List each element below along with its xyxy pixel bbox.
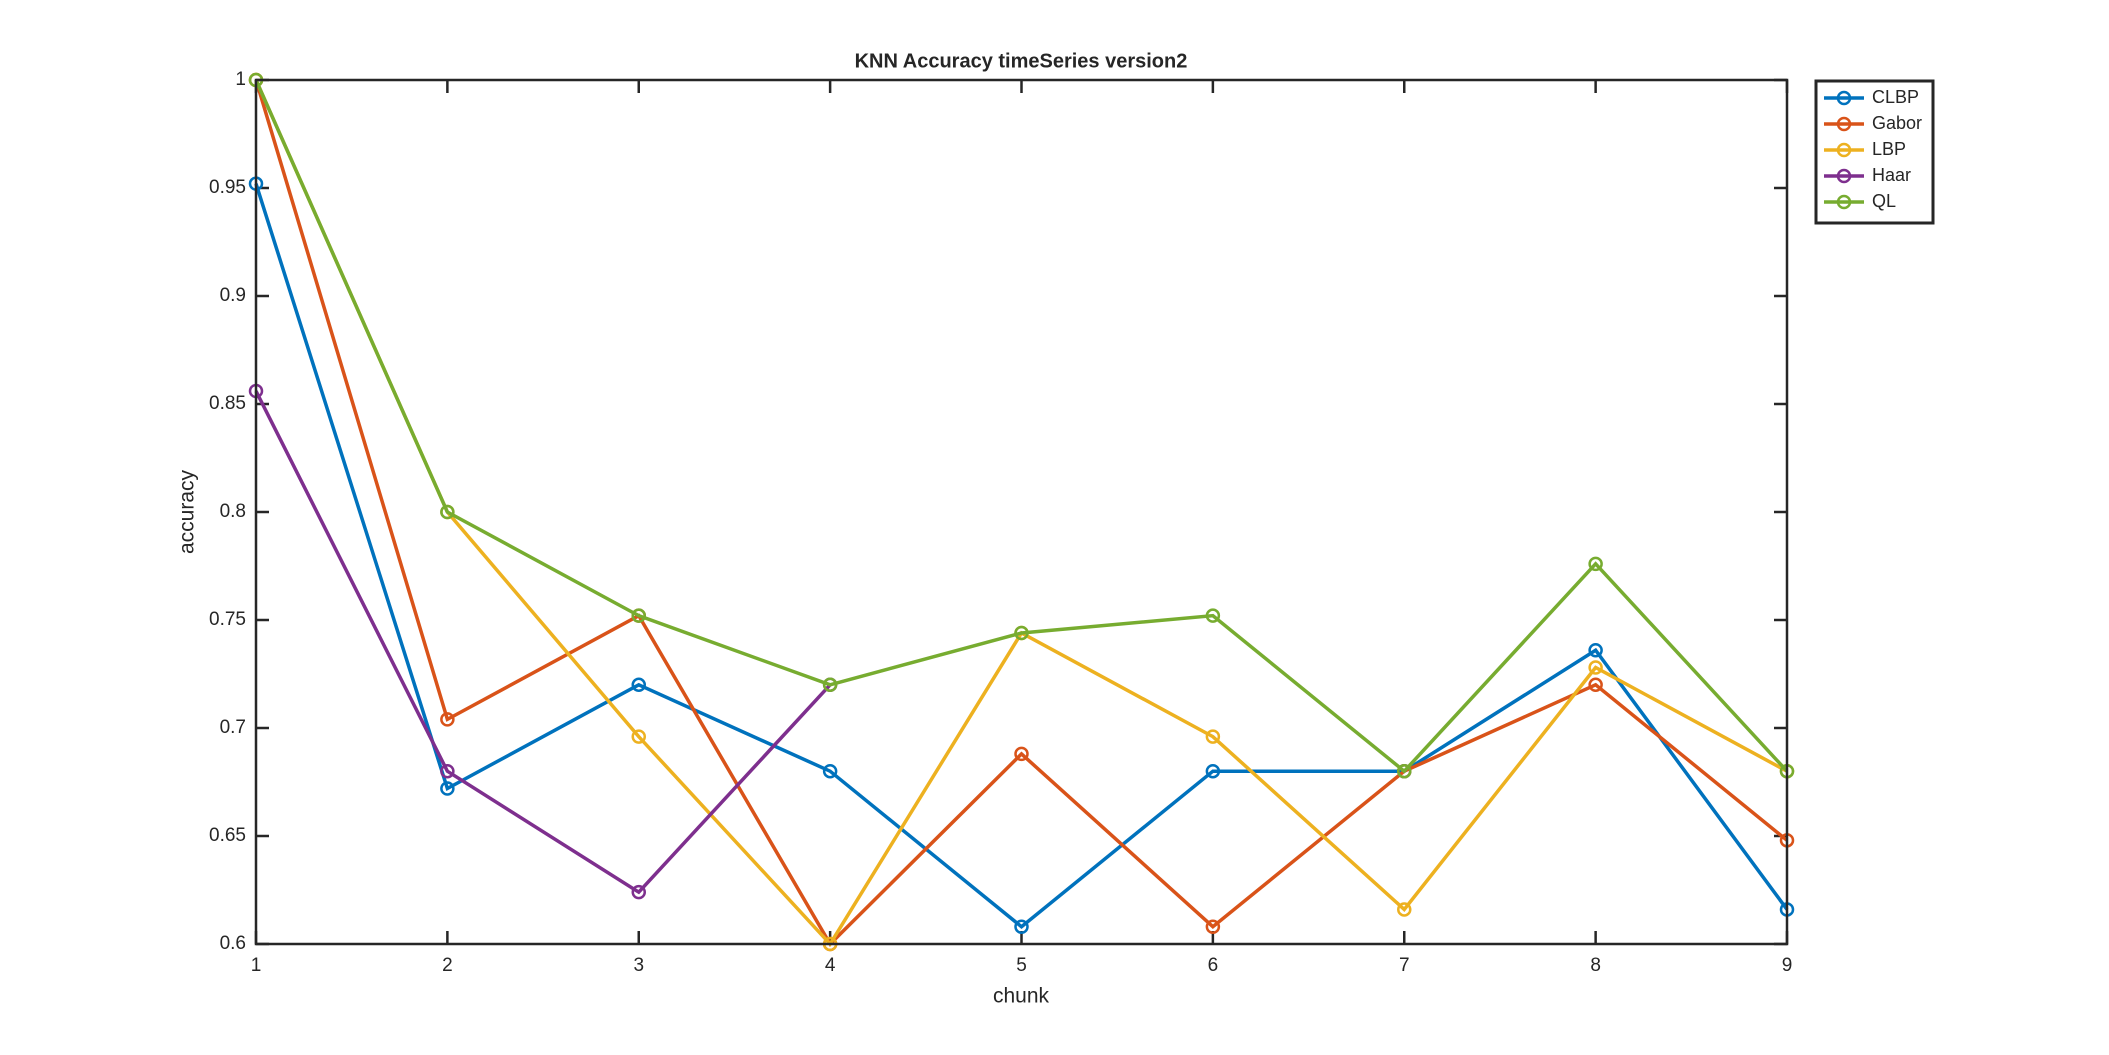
series-line bbox=[254, 79, 1789, 947]
series-marker bbox=[440, 763, 455, 779]
x-tick-label: 7 bbox=[1399, 955, 1410, 976]
series-marker bbox=[1397, 763, 1412, 779]
y-axis-label: accuracy bbox=[176, 469, 199, 554]
x-tick-label: 4 bbox=[825, 955, 836, 976]
plot-frame bbox=[254, 78, 1789, 946]
legend-marker bbox=[1836, 142, 1852, 158]
series-marker bbox=[1588, 677, 1603, 693]
series-marker bbox=[631, 884, 646, 900]
chart-title: KNN Accuracy timeSeries version2 bbox=[855, 50, 1188, 72]
series-marker bbox=[1205, 729, 1221, 744]
series-line bbox=[254, 390, 832, 895]
y-tick-label: 0.9 bbox=[220, 285, 246, 306]
legend-label: LBP bbox=[1872, 139, 1906, 159]
legend-label: CLBP bbox=[1872, 87, 1919, 107]
x-tick-label: 9 bbox=[1782, 955, 1793, 976]
series-marker bbox=[1205, 608, 1221, 623]
y-tick-label: 0.95 bbox=[209, 177, 246, 198]
legend-marker bbox=[1836, 116, 1852, 132]
y-tick-label: 0.6 bbox=[220, 933, 246, 954]
x-tick-label: 1 bbox=[251, 955, 262, 976]
legend: CLBP Gabor LBP Haar QL bbox=[1814, 79, 1935, 225]
legend-marker bbox=[1836, 168, 1852, 184]
series-marker bbox=[1014, 746, 1029, 762]
series-line bbox=[254, 79, 1789, 774]
y-tick-label: 0.7 bbox=[220, 717, 246, 738]
y-tick-label: 0.8 bbox=[220, 501, 246, 522]
series-marker bbox=[440, 504, 455, 520]
series-marker bbox=[822, 677, 838, 693]
series-marker bbox=[1205, 919, 1221, 934]
y-tick-label: 0.75 bbox=[209, 609, 246, 630]
series-marker bbox=[631, 608, 646, 623]
series-line bbox=[254, 183, 1789, 929]
series-marker bbox=[1014, 919, 1029, 934]
x-tick-label: 5 bbox=[1016, 955, 1027, 976]
series-marker bbox=[440, 781, 455, 796]
x-tick-label: 8 bbox=[1590, 955, 1601, 976]
series-marker bbox=[1588, 556, 1603, 572]
series-marker bbox=[1397, 902, 1412, 917]
series-marker bbox=[1588, 642, 1603, 658]
series-marker bbox=[1205, 763, 1221, 779]
legend-label: QL bbox=[1872, 191, 1896, 211]
x-tick-label: 3 bbox=[633, 955, 644, 976]
x-tick-label: 2 bbox=[442, 955, 453, 976]
x-tick-label: 6 bbox=[1208, 955, 1219, 976]
series-marker bbox=[1014, 625, 1029, 641]
x-axis-label: chunk bbox=[993, 985, 1050, 1008]
series-marker bbox=[631, 677, 646, 693]
legend-box bbox=[1814, 79, 1935, 225]
legend-marker bbox=[1836, 90, 1852, 106]
y-tick-label: 0.85 bbox=[209, 393, 246, 414]
legend-label: Gabor bbox=[1872, 113, 1922, 133]
series-marker bbox=[631, 729, 646, 744]
series-marker bbox=[1588, 660, 1603, 675]
legend-marker bbox=[1836, 194, 1852, 210]
series-marker bbox=[440, 712, 455, 727]
y-tick-label: 1 bbox=[235, 69, 246, 90]
y-tick-label: 0.65 bbox=[209, 825, 246, 846]
series-marker bbox=[822, 763, 838, 779]
legend-label: Haar bbox=[1872, 165, 1911, 185]
